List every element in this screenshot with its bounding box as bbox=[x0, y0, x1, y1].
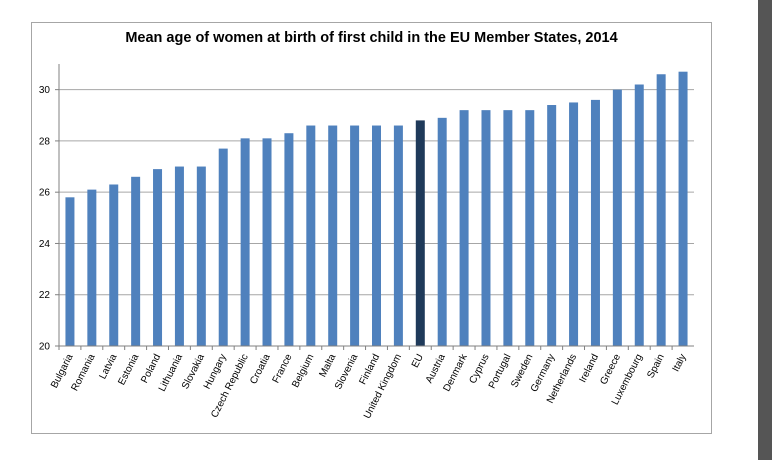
bar-belgium bbox=[306, 125, 316, 346]
bar-france bbox=[284, 133, 294, 346]
window-edge bbox=[758, 0, 772, 460]
bar-cyprus bbox=[481, 110, 491, 347]
bar-italy bbox=[678, 71, 688, 346]
bar-romania bbox=[87, 189, 97, 346]
bar-estonia bbox=[131, 176, 141, 346]
x-tick-label: Latvia bbox=[97, 352, 119, 381]
y-tick-label: 22 bbox=[39, 290, 51, 301]
bar-austria bbox=[437, 117, 447, 346]
bar-bulgaria bbox=[65, 197, 75, 346]
x-tick-label: Italy bbox=[671, 352, 689, 373]
chart-title: Mean age of women at birth of first chil… bbox=[125, 30, 618, 46]
bar-czech-republic bbox=[240, 138, 250, 346]
bar-denmark bbox=[459, 110, 469, 347]
y-tick-label: 24 bbox=[39, 239, 51, 250]
x-tick-label: Austria bbox=[424, 352, 448, 385]
bar-latvia bbox=[109, 184, 119, 346]
bar-finland bbox=[372, 125, 381, 346]
y-tick-label: 30 bbox=[39, 85, 51, 96]
bar-united-kingdom bbox=[393, 125, 403, 346]
bar-eu bbox=[415, 120, 425, 347]
bar-portugal bbox=[503, 110, 513, 347]
bar-sweden bbox=[525, 110, 535, 347]
bar-spain bbox=[656, 74, 666, 346]
x-tick-label: Poland bbox=[139, 352, 163, 385]
y-tick-label: 28 bbox=[39, 136, 51, 147]
bar-lithuania bbox=[174, 166, 184, 346]
bar-greece bbox=[612, 89, 622, 347]
x-tick-label: Cyprus bbox=[467, 352, 491, 385]
bar-ireland bbox=[590, 99, 600, 347]
bar-luxembourg bbox=[634, 84, 644, 346]
bar-malta bbox=[328, 125, 338, 346]
y-tick-label: 20 bbox=[39, 342, 51, 353]
x-tick-label: Spain bbox=[645, 352, 666, 380]
bars bbox=[65, 71, 688, 347]
x-tick-label: Estonia bbox=[116, 352, 141, 387]
x-tick-label: EU bbox=[410, 352, 426, 369]
bar-slovenia bbox=[350, 125, 360, 346]
bar-germany bbox=[547, 105, 557, 346]
x-tick-label: France bbox=[271, 352, 295, 385]
bar-hungary bbox=[218, 148, 228, 346]
x-tick-label: Croatia bbox=[248, 352, 273, 386]
bar-croatia bbox=[262, 138, 272, 346]
bar-netherlands bbox=[569, 102, 579, 346]
x-tick-label: Ireland bbox=[577, 352, 601, 384]
y-axis-ticks: 20 22 24 26 28 30 bbox=[39, 85, 59, 353]
bar-slovakia bbox=[196, 166, 206, 346]
bar-poland bbox=[153, 169, 163, 346]
y-tick-label: 26 bbox=[39, 188, 51, 199]
x-tick-label: Malta bbox=[317, 352, 338, 379]
